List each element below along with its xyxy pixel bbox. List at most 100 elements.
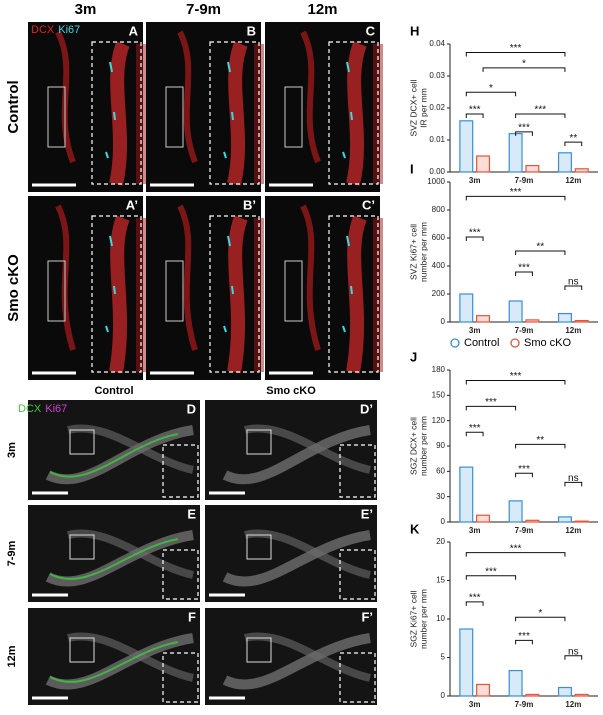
bar: [508, 500, 523, 523]
row-label: 3m: [6, 442, 18, 458]
y-tick-label: 90: [436, 441, 445, 450]
panel-letter: B’: [243, 197, 256, 212]
significance-bracket: [515, 250, 566, 255]
x-tick-label: 3m: [469, 326, 481, 335]
significance-bracket: [465, 552, 566, 557]
significance-label: **: [569, 133, 577, 144]
significance-label: **: [536, 242, 544, 253]
bar: [557, 686, 572, 697]
tissue-signal: [227, 41, 248, 186]
legend-label: Control: [464, 337, 499, 349]
significance-bracket: [465, 575, 517, 580]
y-axis-label: number per mm: [418, 589, 428, 649]
inset-box: [209, 215, 260, 373]
panel-letter: C: [366, 23, 376, 38]
x-tick-label: 7-9m: [515, 326, 534, 335]
significance-label: ***: [518, 631, 530, 642]
y-tick-label: 400: [432, 261, 446, 270]
dentate-gyrus: [244, 424, 371, 474]
micrograph: [205, 608, 377, 705]
significance-bracket: [515, 616, 566, 622]
significance-bracket: [515, 113, 566, 118]
panel-letter: F: [188, 609, 196, 624]
tissue-signal: [300, 204, 321, 351]
panel-letter: D’: [360, 401, 373, 416]
ki67-signal: [342, 235, 353, 333]
column-header: Smo cKO: [266, 385, 316, 397]
bar: [574, 520, 589, 523]
dentate-gyrus: [67, 632, 194, 682]
y-tick-label: 0.03: [429, 71, 445, 80]
panel-letter: E’: [361, 506, 373, 521]
significance-bracket: [564, 655, 583, 660]
significance-label: ***: [510, 543, 522, 554]
ki67-signal: [105, 61, 116, 159]
inset-box: [162, 652, 199, 703]
y-tick-label: 0: [441, 517, 446, 526]
significance-label: ***: [518, 464, 530, 475]
significance-bracket: [465, 601, 484, 606]
stain-name: Ki67: [58, 24, 80, 36]
significance-label: ***: [485, 566, 497, 577]
tissue-signal: [177, 30, 198, 164]
stain-name: DCX: [18, 403, 42, 415]
significance-bracket: [515, 271, 533, 276]
y-tick-label: 150: [432, 390, 446, 399]
stain-label: DCX Ki67: [18, 403, 67, 415]
inset-box: [91, 41, 142, 185]
inset-box: [339, 444, 376, 498]
bar: [459, 628, 474, 697]
roi-box: [69, 534, 95, 560]
significance-bracket: [515, 472, 533, 478]
significance-bracket: [564, 141, 583, 147]
tissue-signal: [300, 30, 321, 164]
significance-label: *: [522, 59, 526, 70]
significance-label: ns: [568, 646, 579, 657]
roi-box: [47, 260, 66, 322]
ki67-signal: [105, 235, 116, 333]
x-tick-label: 7-9m: [515, 700, 534, 709]
bar: [525, 319, 540, 323]
y-axis-label: number per mm: [418, 416, 428, 476]
y-tick-label: 5: [441, 653, 446, 662]
dentate-gyrus: [222, 633, 371, 690]
bar: [476, 683, 491, 697]
y-tick-label: 0.00: [429, 167, 445, 176]
roi-box: [246, 637, 272, 663]
significance-label: ***: [469, 593, 481, 604]
significance-label: *: [538, 608, 542, 619]
x-tick-label: 12m: [565, 176, 581, 185]
dentate-gyrus: [244, 632, 371, 682]
significance-label: ns: [568, 277, 579, 288]
roi-box: [246, 429, 272, 455]
significance-bracket: [515, 131, 533, 136]
row-label: Control: [5, 80, 22, 133]
y-tick-label: 180: [432, 365, 446, 374]
bar: [508, 133, 523, 173]
panel-letter: I: [410, 161, 414, 176]
x-tick-label: 12m: [565, 526, 581, 535]
panel-letter: A: [129, 23, 139, 38]
y-tick-label: 0.04: [429, 39, 445, 48]
significance-label: ***: [485, 397, 497, 408]
dentate-gyrus: [67, 529, 194, 579]
significance-label: ***: [534, 105, 546, 116]
significance-label: ***: [469, 105, 481, 116]
dcx-signal: [49, 433, 179, 478]
row-label: 7-9m: [6, 540, 18, 566]
significance-label: *: [489, 83, 493, 94]
y-tick-label: 200: [432, 289, 446, 298]
significance-bracket: [465, 380, 566, 385]
x-tick-label: 12m: [565, 326, 581, 335]
bar: [574, 168, 589, 173]
row-label: 12m: [6, 645, 18, 667]
inset-box: [162, 549, 199, 600]
column-header: 7-9m: [186, 1, 221, 18]
bar: [459, 466, 474, 523]
roi-box: [69, 429, 95, 455]
significance-label: ***: [510, 371, 522, 382]
x-tick-label: 7-9m: [515, 526, 534, 535]
significance-bracket: [515, 443, 566, 449]
bar: [574, 320, 589, 323]
